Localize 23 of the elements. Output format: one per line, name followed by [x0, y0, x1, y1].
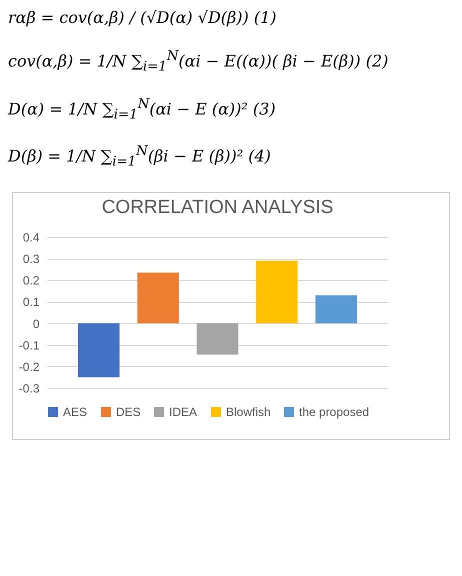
y-tick-label: -0.2: [18, 359, 40, 374]
bar: [137, 272, 179, 323]
text: rαβ = cov(α,β) / (√D(α) √D(β)) (1): [8, 8, 278, 27]
text: D(β) = 1/N ∑$_{i=1}$$^{N}$(βi − E (β))² (4): [8, 144, 272, 170]
y-tick-label: 0.4: [22, 230, 40, 244]
legend-label: IDEA: [169, 404, 198, 419]
bar: [256, 260, 298, 323]
bar: [78, 322, 120, 377]
text: D(α) = 1/N ∑$_{i=1}$$^{N}$(αi − E (α))² (3): [8, 96, 277, 122]
y-tick-label: 0.3: [22, 252, 40, 266]
text: cov(α,β) = 1/N ∑$_{i=1}$$^{N}$(αi − E((α))( βi − E(β)) (2): [8, 49, 390, 75]
legend-label: DES: [116, 404, 141, 419]
y-tick-label: 0.2: [22, 273, 40, 288]
y-tick-label: 0.1: [22, 294, 40, 309]
legend-label: the proposed: [299, 404, 370, 419]
y-tick-label: -0.3: [18, 381, 40, 396]
bar: [196, 322, 238, 354]
legend-label: Blowfish: [226, 404, 271, 419]
y-tick-label: -0.1: [18, 338, 40, 352]
chart-title: CORRELATION ANALYSIS: [102, 196, 334, 218]
legend-label: AES: [63, 404, 88, 419]
y-tick-label: 0: [32, 316, 40, 330]
bar: [315, 294, 357, 323]
